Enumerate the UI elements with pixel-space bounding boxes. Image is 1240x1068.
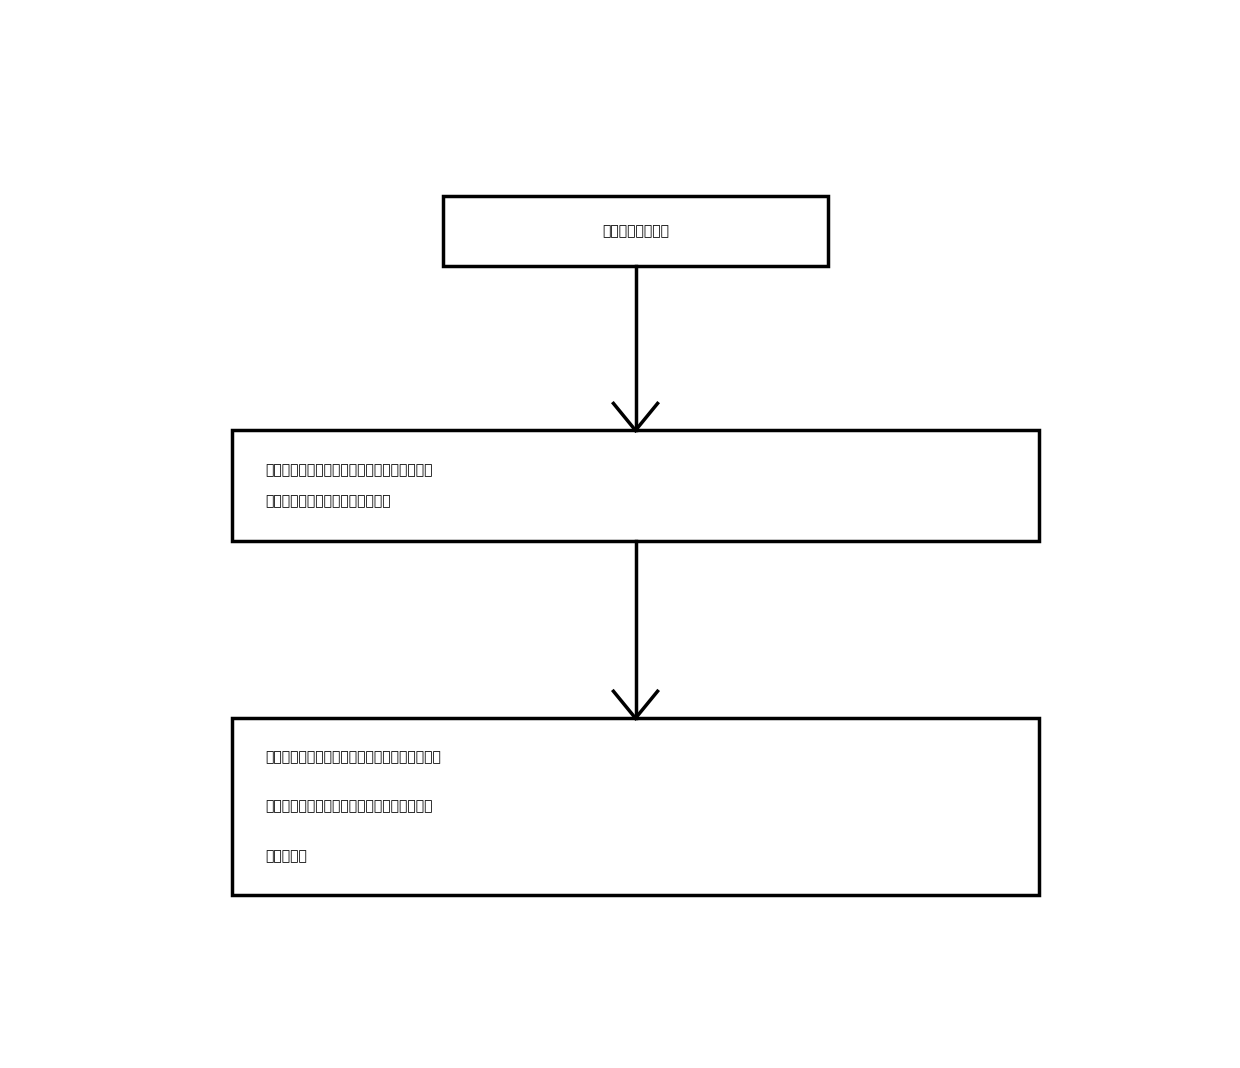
- Text: 传递至控制组件，控制组件以此调整雾化组件: 传递至控制组件，控制组件以此调整雾化组件: [265, 800, 433, 814]
- Bar: [232, 718, 1039, 895]
- Text: 第一温度点、第二温度点温度变换转为电信号，: 第一温度点、第二温度点温度变换转为电信号，: [265, 750, 441, 764]
- Bar: [232, 430, 1039, 541]
- Text: 和头检测是否吸烟: 和头检测是否吸烟: [601, 224, 670, 238]
- Bar: [444, 197, 828, 266]
- Text: 温差气流传感器对进气道的空气进行加热，检: 温差气流传感器对进气道的空气进行加热，检: [265, 464, 433, 477]
- Text: 测第一温度点、第二温度点的温度: 测第一温度点、第二温度点的温度: [265, 494, 391, 508]
- Text: 的输出功率: 的输出功率: [265, 849, 308, 863]
